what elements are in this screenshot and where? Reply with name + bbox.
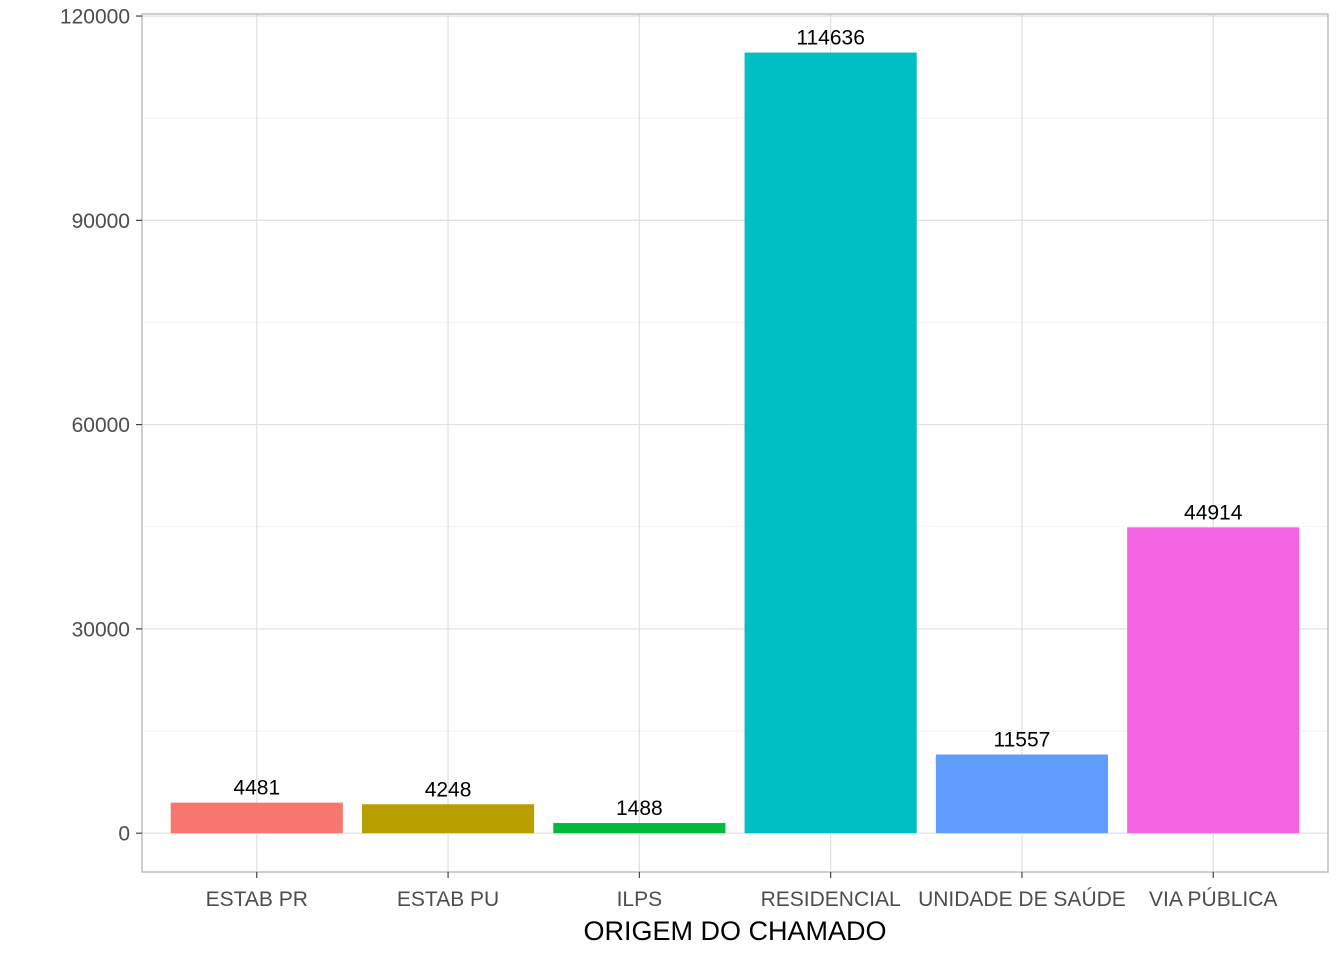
y-tick-label: 30000 [72,618,130,641]
bar-1 [361,804,535,834]
plot-panel-border [141,13,1329,873]
x-tick-label-4: UNIDADE DE SAÚDE [918,888,1126,911]
value-label-2: 1488 [616,797,663,820]
x-tick-label-1: ESTAB PU [397,888,499,911]
x-tick-label-5: VIA PÚBLICA [1149,888,1277,911]
bar-5 [1127,527,1300,834]
y-tick-label: 60000 [72,414,130,437]
x-axis-title: ORIGEM DO CHAMADO [583,916,886,946]
bars [170,52,1300,834]
value-label-0: 4481 [233,777,280,800]
x-axis: ESTAB PR ESTAB PU ILPS RESIDENCIAL UNIDADE D… [206,872,1277,911]
x-tick-label-3: RESIDENCIAL [761,888,901,911]
value-label-4: 11557 [994,728,1051,751]
value-labels: 4481 4248 1488 114636 11557 44914 [233,27,1242,820]
value-label-5: 44914 [1184,501,1243,524]
y-tick-label: 90000 [72,210,130,233]
value-label-1: 4248 [425,778,472,801]
bar-3 [744,52,917,834]
bar-0 [170,802,343,834]
y-tick-label: 0 [118,823,130,846]
x-tick-label-2: ILPS [617,888,663,911]
value-label-3: 114636 [796,27,865,50]
bar-4 [935,754,1109,834]
y-axis: 0 30000 60000 90000 120000 [60,6,142,846]
y-tick-label: 120000 [60,6,130,29]
bar-2 [553,823,726,834]
x-tick-label-0: ESTAB PR [206,888,308,911]
